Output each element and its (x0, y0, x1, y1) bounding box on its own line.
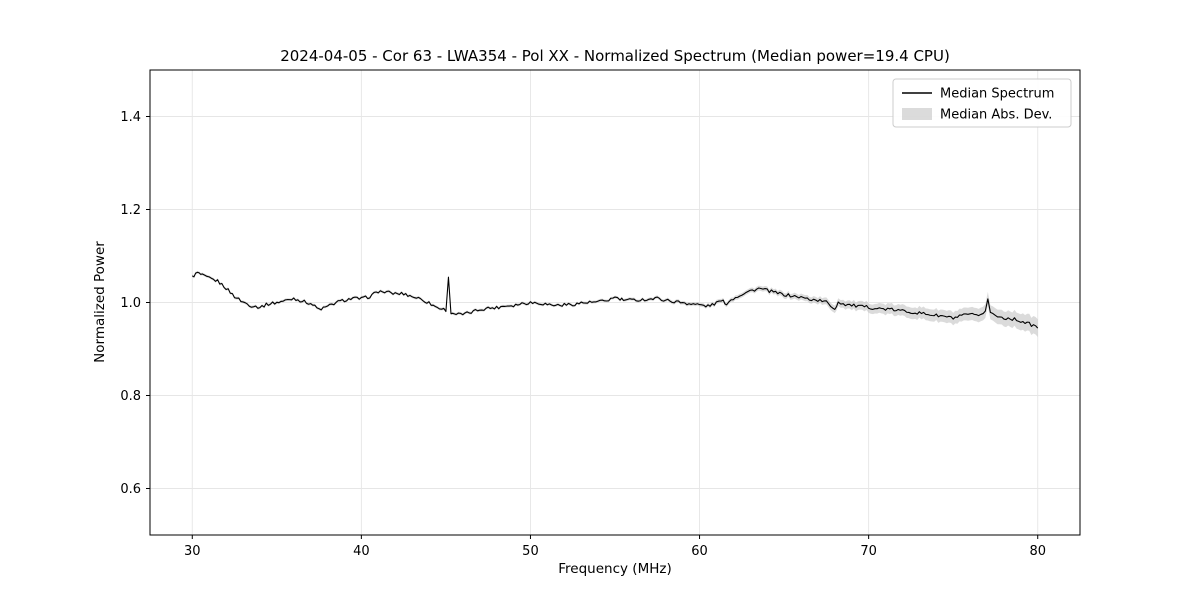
grid (150, 70, 1080, 535)
legend-box (892, 78, 1072, 128)
x-axis-label: Frequency (MHz) (558, 561, 671, 577)
chart-title: 2024-04-05 - Cor 63 - LWA354 - Pol XX - … (280, 47, 950, 65)
y-tick-label: 0.8 (120, 389, 141, 404)
plot-area (192, 270, 1039, 337)
y-axis-label: Normalized Power (92, 241, 108, 363)
median-spectrum-line (192, 271, 1039, 329)
x-tick-label: 30 (184, 544, 201, 559)
x-tick-label: 60 (691, 544, 708, 559)
legend-label: Median Abs. Dev. (940, 108, 1052, 123)
ticks: 30 40 50 60 70 80 0.6 0.8 1.0 1.2 1.4 (120, 110, 1046, 559)
x-tick-label: 40 (353, 544, 370, 559)
y-tick-label: 1.0 (120, 296, 141, 311)
y-tick-label: 0.6 (120, 482, 141, 497)
x-tick-label: 50 (522, 544, 539, 559)
y-tick-label: 1.4 (120, 110, 141, 125)
legend: Median Spectrum Median Abs. Dev. (892, 78, 1072, 128)
x-tick-label: 80 (1029, 544, 1046, 559)
legend-band-sample (902, 108, 932, 120)
mad-band (192, 270, 1038, 337)
x-tick-label: 70 (860, 544, 877, 559)
y-tick-label: 1.2 (120, 203, 141, 218)
legend-label: Median Spectrum (940, 87, 1054, 102)
